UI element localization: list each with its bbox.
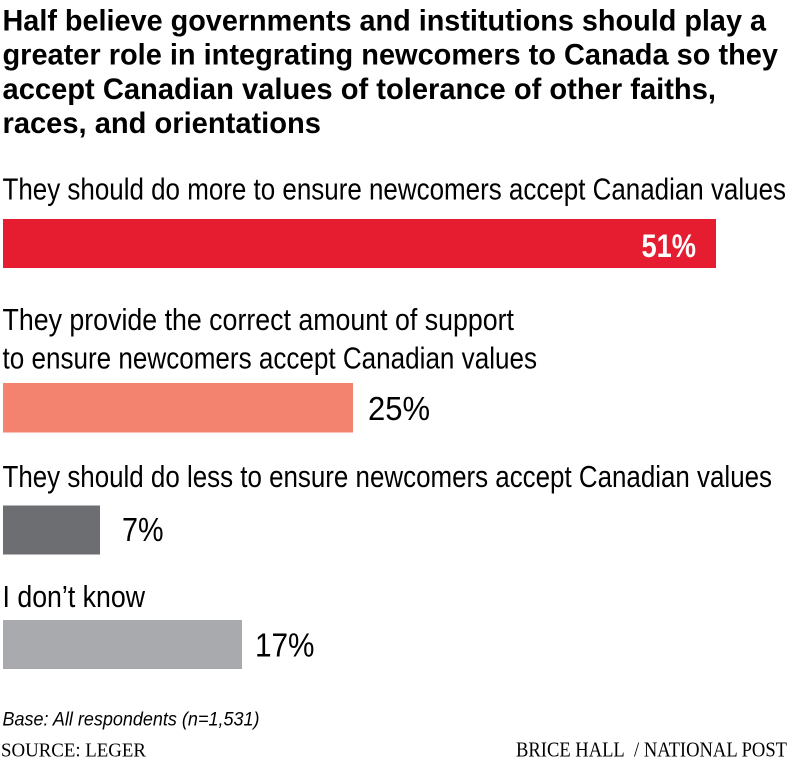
svg-text:25%: 25% bbox=[368, 390, 430, 427]
svg-text:They provide the correct amoun: They provide the correct amount of suppo… bbox=[3, 302, 515, 337]
svg-text:7%: 7% bbox=[122, 511, 164, 548]
svg-text:races, and orientations: races, and orientations bbox=[3, 107, 322, 140]
svg-text:17%: 17% bbox=[255, 627, 315, 664]
svg-text:greater role in integrating ne: greater role in integrating newcomers to… bbox=[3, 39, 779, 72]
svg-text:to ensure newcomers accept Can: to ensure newcomers accept Canadian valu… bbox=[3, 340, 538, 375]
svg-text:I don’t know: I don’t know bbox=[3, 579, 146, 614]
svg-text:accept Canadian values of tole: accept Canadian values of tolerance of o… bbox=[3, 73, 717, 106]
svg-text:They should do more to ensure: They should do more to ensure newcomers … bbox=[3, 172, 787, 207]
svg-text:Base: All respondents (n=1,531: Base: All respondents (n=1,531) bbox=[3, 708, 260, 730]
svg-text:BRICE HALL / NATIONAL POST: BRICE HALL / NATIONAL POST bbox=[516, 738, 787, 762]
svg-text:Half believe governments and i: Half believe governments and institution… bbox=[3, 4, 767, 37]
svg-text:51%: 51% bbox=[642, 228, 697, 264]
svg-text:They should do less to ensure: They should do less to ensure newcomers … bbox=[3, 459, 773, 494]
svg-text:SOURCE: LEGER: SOURCE: LEGER bbox=[1, 740, 146, 762]
